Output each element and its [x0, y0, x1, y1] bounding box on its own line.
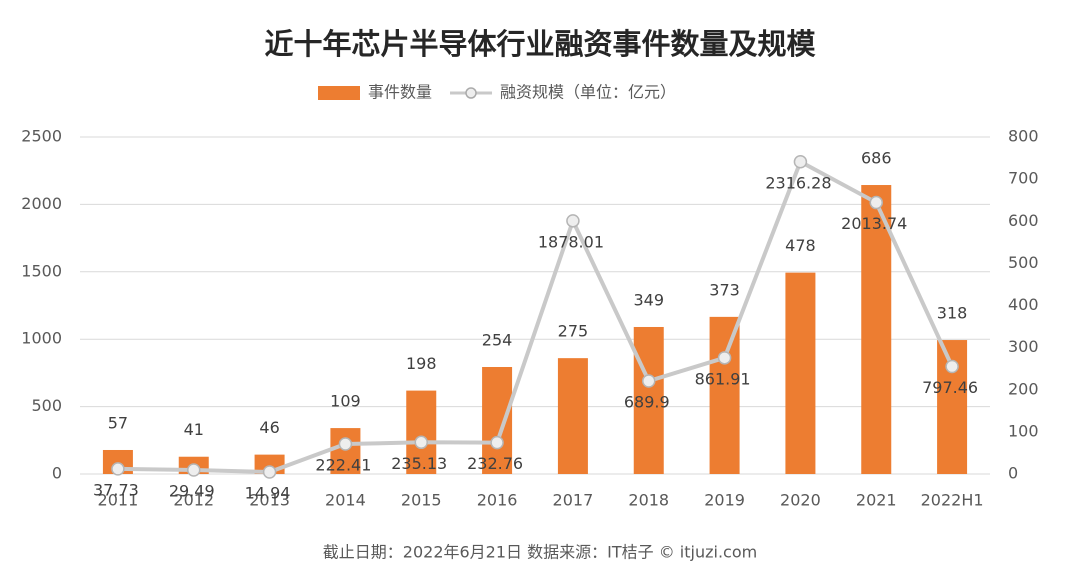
bar [557, 358, 588, 474]
chart-title: 近十年芯片半导体行业融资事件数量及规模 [264, 27, 816, 61]
bar-label: 109 [330, 392, 361, 411]
line-marker [338, 437, 353, 451]
line-label: 1878.01 [538, 232, 604, 251]
legend-label: 事件数量 [368, 83, 432, 102]
bar-label: 478 [785, 236, 816, 255]
line-marker [793, 155, 808, 169]
bar [406, 390, 437, 474]
y2-tick-label: 500 [1008, 253, 1039, 272]
x-tick-label: 2017 [553, 491, 594, 510]
x-tick-label: 2015 [401, 491, 442, 510]
bar-label: 318 [937, 304, 968, 323]
x-tick-label: 2011 [98, 491, 139, 510]
bar-label: 198 [406, 354, 437, 373]
y-tick-label: 1000 [21, 329, 62, 348]
y2-tick-label: 600 [1008, 211, 1039, 230]
y2-tick-label: 200 [1008, 379, 1039, 398]
line-marker [945, 359, 959, 374]
line-label: 2316.28 [765, 173, 831, 192]
bar [709, 316, 740, 474]
bar-label: 349 [633, 290, 664, 309]
bar-label: 254 [482, 331, 513, 350]
bar [633, 326, 664, 474]
line-label: 797.46 [922, 378, 978, 397]
y2-tick-label: 700 [1008, 169, 1039, 188]
line-marker [642, 374, 656, 388]
line-label: 37.73 [93, 480, 139, 499]
line-label: 235.13 [391, 454, 447, 473]
line-marker [262, 465, 277, 479]
line-marker [869, 195, 883, 210]
y2-tick-label: 300 [1008, 337, 1039, 356]
line-label: 232.76 [467, 454, 523, 473]
line-marker [414, 435, 428, 450]
line-marker [187, 463, 201, 477]
y-tick-label: 2500 [21, 127, 62, 146]
legend-label: 融资规模（单位：亿元） [500, 83, 676, 102]
x-tick-label: 2022H1 [921, 491, 984, 510]
y2-tick-label: 400 [1008, 295, 1039, 314]
line-label: 2013.74 [841, 214, 907, 233]
bar [785, 272, 816, 474]
y2-tick-label: 0 [1008, 464, 1018, 483]
bar-label: 57 [108, 413, 128, 432]
x-tick-label: 2012 [173, 491, 214, 510]
x-tick-label: 2021 [856, 491, 897, 510]
footer: 截止日期：2022年6月21日 数据来源：IT桔子 © itjuzi.com [323, 543, 757, 562]
line-label: 861.91 [695, 369, 751, 388]
line-label: 14.94 [245, 483, 291, 502]
line [117, 158, 954, 474]
bar [330, 428, 361, 474]
y-tick-label: 500 [31, 396, 62, 415]
y2-tick-label: 100 [1008, 421, 1039, 440]
bar [861, 185, 892, 474]
line-marker [111, 462, 125, 476]
bar-label: 686 [861, 149, 892, 168]
x-tick-label: 2020 [780, 491, 821, 510]
y2-tick-label: 800 [1008, 127, 1039, 146]
y-tick-label: 0 [52, 464, 62, 483]
x-tick-label: 2013 [249, 491, 290, 510]
line-marker [717, 351, 732, 365]
y-tick-label: 1500 [21, 261, 62, 280]
line-label: 29.49 [169, 482, 215, 501]
legend-swatch [318, 86, 360, 100]
bar-label: 373 [709, 280, 740, 299]
bar [482, 367, 513, 474]
line-label: 689.9 [624, 393, 670, 412]
line-label: 222.41 [315, 456, 371, 475]
x-tick-label: 2016 [477, 491, 518, 510]
bar-label: 46 [259, 418, 279, 437]
line-marker [490, 435, 504, 450]
bar-label: 275 [558, 322, 589, 341]
y-tick-label: 2000 [21, 194, 62, 213]
x-tick-label: 2018 [628, 491, 669, 510]
x-tick-label: 2014 [325, 491, 366, 510]
bar-label: 41 [184, 420, 204, 439]
x-tick-label: 2019 [704, 491, 745, 510]
line-marker [566, 214, 580, 228]
legend-marker [465, 87, 477, 99]
